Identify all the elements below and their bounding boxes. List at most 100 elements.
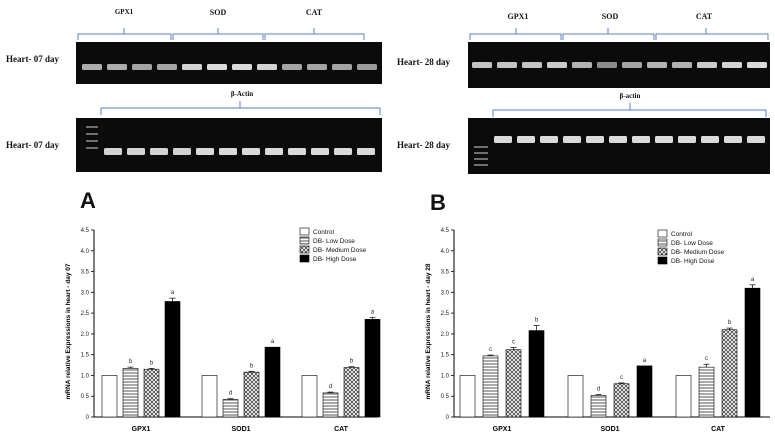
gel-band	[150, 148, 168, 155]
gel-band	[127, 148, 145, 155]
significance-letter: a	[751, 277, 755, 283]
left-actin-label: β-Actin	[230, 90, 254, 98]
significance-letter: b	[250, 363, 254, 369]
gel-band	[332, 64, 352, 70]
significance-letter: a	[171, 290, 175, 296]
legend-swatch	[657, 238, 668, 247]
panel-letter-b: B	[430, 190, 446, 215]
left-actin-gel	[76, 118, 382, 172]
bar	[698, 366, 715, 418]
bar	[482, 355, 499, 418]
y-axis-label: mRNA relative Expressions in heart - day…	[65, 263, 72, 399]
y-tick-label: 1.5	[81, 353, 90, 359]
gel-band	[82, 64, 102, 70]
gel-band	[242, 148, 260, 155]
bar	[264, 346, 281, 418]
right-gene-label-sod: SOD	[601, 12, 619, 21]
left-row1-label: Heart- 07 day	[6, 54, 59, 64]
legend-label: DB- High Dose	[313, 256, 357, 263]
gel-band	[311, 148, 329, 155]
significance-letter: a	[643, 358, 647, 364]
chart-a: 0 0.5 1.0 1.5 2.0 2.5 3.0 3.5 4.0 4.5 mRNA relativ…	[65, 227, 381, 433]
legend-label: DB- Low Dose	[671, 240, 713, 247]
gel-band	[572, 62, 592, 68]
legend-label: DB- Low Dose	[313, 238, 355, 245]
bar	[505, 349, 522, 418]
ladder-band	[86, 147, 98, 149]
ladder-band	[474, 152, 488, 154]
bar	[744, 287, 761, 418]
gel-band	[107, 64, 127, 70]
left-gene-label-cat: CAT	[305, 8, 323, 17]
significance-letter: a	[271, 339, 275, 345]
gel-band	[196, 148, 214, 155]
gel-band	[586, 136, 604, 143]
legend-swatch	[299, 236, 310, 245]
bar	[222, 399, 239, 418]
significance-letter: b	[150, 360, 154, 366]
y-tick-label: 2.0	[441, 332, 450, 338]
legend-swatch	[299, 245, 310, 254]
gel-band	[647, 62, 667, 68]
y-axis-label: mRNA relative Expressions in heart - day…	[425, 263, 432, 399]
gel-band	[632, 136, 650, 143]
y-tick-label: 2.5	[81, 311, 90, 317]
gel-band	[655, 136, 673, 143]
significance-letter: b	[350, 359, 354, 365]
left-row2-label: Heart- 07 day	[6, 140, 59, 150]
y-tick-label: 1.0	[81, 373, 90, 379]
ladder-band	[474, 146, 488, 148]
gel-band	[522, 62, 542, 68]
left-gene-label-sod: SOD	[209, 8, 227, 17]
legend-swatch	[299, 254, 310, 263]
gel-band	[722, 62, 742, 68]
bar	[322, 392, 339, 418]
ladder-band	[86, 140, 98, 142]
y-tick-label: 2.5	[441, 311, 450, 317]
bar	[590, 395, 607, 418]
gel-band	[357, 64, 377, 70]
significance-letter: c	[620, 375, 623, 381]
significance-letter: b	[129, 359, 133, 365]
left-actin-bracket	[100, 101, 381, 115]
gel-band	[307, 64, 327, 70]
y-tick-label: 0	[446, 415, 450, 421]
x-tick-label: CAT	[711, 426, 726, 433]
significance-letter: d	[597, 387, 600, 393]
gel-band	[540, 136, 558, 143]
right-actin-bracket	[492, 103, 767, 117]
gel-band	[157, 64, 177, 70]
x-tick-label: GPX1	[132, 426, 151, 433]
y-tick-label: 4.0	[441, 249, 450, 255]
gel-band	[697, 62, 717, 68]
bar	[459, 375, 476, 418]
y-tick-label: 4.5	[441, 228, 450, 234]
legend-label: Control	[313, 229, 335, 236]
bar	[636, 365, 653, 418]
right-row1-label: Heart- 28 day	[397, 57, 450, 67]
x-tick-label: SOD1	[600, 426, 619, 433]
gel-band	[104, 148, 122, 155]
chart-b: 0 0.5 1.0 1.5 2.0 2.5 3.0 3.5 4.0 4.5 mRNA relativ…	[425, 228, 770, 433]
gel-band	[563, 136, 581, 143]
gel-band	[701, 136, 719, 143]
gel-band	[334, 148, 352, 155]
gel-band	[747, 136, 765, 143]
gel-band	[609, 136, 627, 143]
y-tick-label: 1.5	[441, 353, 450, 359]
y-tick-label: 0	[86, 415, 90, 421]
gel-band	[288, 148, 306, 155]
gel-band	[747, 62, 767, 68]
gel-band	[357, 148, 375, 155]
significance-letter: c	[512, 340, 515, 346]
bar	[143, 368, 160, 418]
gel-band	[547, 62, 567, 68]
ladder-band	[474, 164, 488, 166]
legend-swatch	[657, 247, 668, 256]
bar	[343, 367, 360, 418]
gel-band	[597, 62, 617, 68]
gel-band	[257, 64, 277, 70]
bar	[675, 375, 692, 418]
gel-band	[472, 62, 492, 68]
significance-letter: b	[535, 318, 539, 324]
